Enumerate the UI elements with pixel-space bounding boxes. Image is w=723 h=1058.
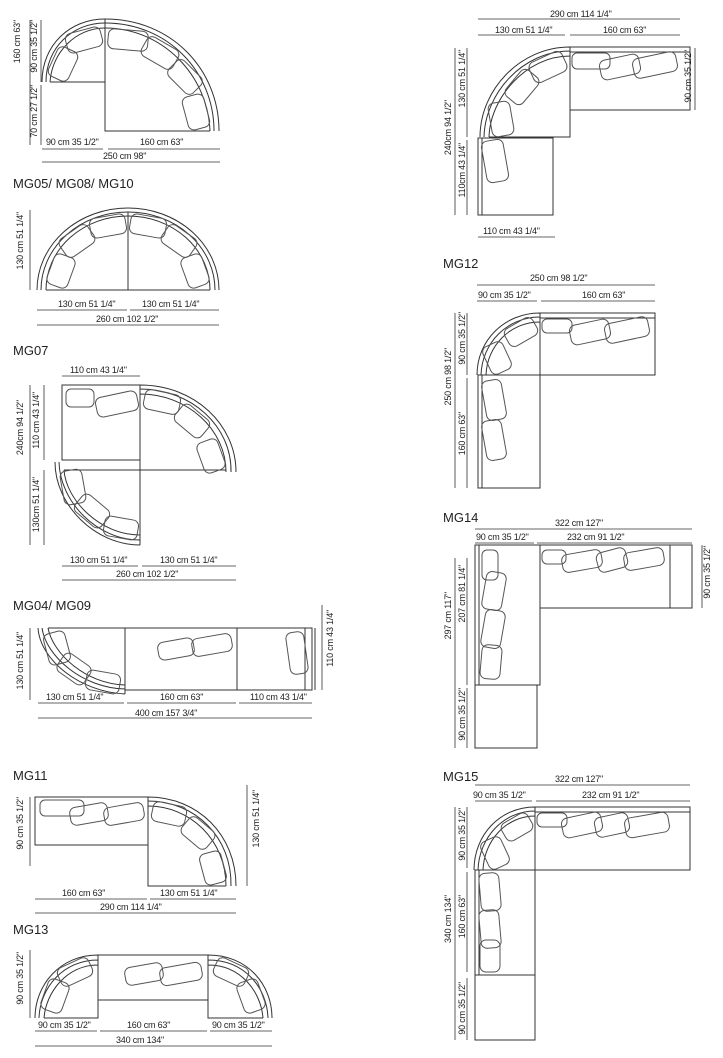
cushion [47, 26, 211, 131]
dim-label: 160 cm 63" [582, 290, 626, 300]
dim-label: 130 cm 51 1/4" [495, 25, 553, 35]
dim-label: 110cm 43 1/4" [457, 143, 467, 198]
dim-label: 130 cm 51 1/4" [46, 692, 104, 702]
dim-label: 130 cm 51 1/4" [251, 790, 261, 848]
dim-label: 90 cm 35 1/2" [457, 312, 467, 365]
dim-label: 160 cm 63" [603, 25, 647, 35]
diagram-title: MG05/ MG08/ MG10 [13, 176, 134, 191]
dim-label: 160 cm 63" [62, 888, 106, 898]
dim-label: 290 cm 114 1/4" [550, 9, 612, 19]
diagram-title: MG14 [443, 510, 479, 525]
dim-label: 90 cm 35 1/2" [46, 137, 99, 147]
dim-label: 90 cm 35 1/2" [212, 1020, 265, 1030]
dim-label: 340 cm 134" [443, 895, 453, 944]
diagram-title: MG07 [13, 343, 49, 358]
dim-label: 290 cm 114 1/4" [100, 902, 162, 912]
dim-label: 110 cm 43 1/4" [483, 226, 540, 236]
dim-label: 400 cm 157 3/4" [135, 708, 198, 718]
dim-label: 207 cm 81 1/4" [457, 565, 467, 623]
dim-label: 90 cm 35 1/2" [683, 50, 693, 103]
dim-label: 90 cm 35 1/2" [476, 532, 529, 542]
dim-label: 110 cm 43 1/4" [31, 392, 41, 449]
dim-label: 110 cm 43 1/4" [250, 692, 307, 702]
dim-label: 90 cm 35 1/2" [702, 546, 712, 599]
dim-label: 160 cm 63" [160, 692, 204, 702]
cushion [39, 799, 227, 886]
dim-label: 70 cm 27 1/2" [29, 85, 39, 138]
sofa-plan-mg14 [454, 528, 703, 749]
dim-label: 130cm 51 1/4" [31, 477, 41, 533]
sofa-plan-mg05 [29, 207, 220, 326]
dim-label: 130 cm 51 1/4" [160, 555, 218, 565]
dim-label: 130 cm 51 1/4" [15, 212, 25, 270]
sofa-plan-top-right [454, 18, 696, 238]
dim-label: 90 cm 35 1/2" [457, 982, 467, 1035]
diagram-title: MG15 [443, 769, 479, 784]
dim-label: 130 cm 51 1/4" [160, 888, 218, 898]
cushion [40, 957, 266, 1014]
dim-label: 340 cm 134" [116, 1035, 165, 1045]
dim-label: 90 cm 35 1/2" [29, 20, 39, 73]
dim-label: 240cm 94 1/2" [15, 400, 25, 456]
dim-label: 322 cm 127" [555, 774, 604, 784]
cushion [480, 50, 678, 184]
sofa-plan-mg07 [29, 375, 237, 581]
dim-label: 232 cm 91 1/2" [582, 790, 640, 800]
diagram-title: MG13 [13, 922, 49, 937]
cushion [59, 388, 226, 541]
dim-label: 240cm 94 1/2" [443, 100, 453, 156]
cushion [43, 630, 309, 695]
cushion [46, 213, 210, 289]
dim-label: 90 cm 35 1/2" [15, 952, 25, 1005]
dim-label: 260 cm 102 1/2" [96, 314, 159, 324]
dim-label: 90 cm 35 1/2" [457, 808, 467, 861]
dim-label: 130 cm 51 1/4" [58, 299, 116, 309]
dim-label: 90 cm 35 1/2" [478, 290, 531, 300]
sofa-plan-mg15 [454, 784, 691, 1041]
diagram-title: MG12 [443, 256, 479, 271]
diagram-title: MG11 [13, 768, 48, 783]
dim-label: 160 cm 63" [457, 412, 467, 456]
dim-label: 90 cm 35 1/2" [457, 688, 467, 741]
sofa-plan-mg13 [29, 950, 273, 1047]
sofa-plan-mg04 [29, 605, 323, 719]
sofa-plan-mg12 [454, 284, 656, 489]
dim-label: 250 cm 98" [103, 151, 147, 161]
sofa-plan-mg11 [29, 785, 248, 914]
sofa-plan-top-left [29, 18, 220, 163]
dim-label: 110 cm 43 1/4" [70, 365, 127, 375]
cushion [478, 811, 670, 973]
dim-label: 250 cm 98 1/2" [443, 348, 453, 406]
dim-label: 90 cm 35 1/2" [15, 797, 25, 850]
dim-label: 297 cm 117" [443, 592, 453, 640]
dim-label: 160 cm 63" [457, 895, 467, 939]
dim-label: 160 cm 63" [127, 1020, 171, 1030]
dim-label: 322 cm 127" [555, 518, 604, 528]
dim-label: 232 cm 91 1/2" [567, 532, 625, 542]
dim-label: 160 cm 63" [140, 137, 184, 147]
dim-label: 260 cm 102 1/2" [116, 569, 179, 579]
cushion [479, 547, 665, 680]
dim-label: 90 cm 35 1/2" [473, 790, 526, 800]
dim-label: 130 cm 51 1/4" [457, 50, 467, 108]
dim-label: 90 cm 35 1/2" [38, 1020, 91, 1030]
diagram-title: MG04/ MG09 [13, 598, 92, 613]
dim-label: 130 cm 51 1/4" [15, 632, 25, 690]
dim-label: 250 cm 98 1/2" [530, 273, 588, 283]
dim-label: 130 cm 51 1/4" [70, 555, 128, 565]
cushion [481, 316, 650, 461]
dim-label: 110 cm 43 1/4" [325, 610, 335, 667]
dim-label: 160 cm 63" [12, 20, 22, 64]
dim-label: 130 cm 51 1/4" [142, 299, 200, 309]
